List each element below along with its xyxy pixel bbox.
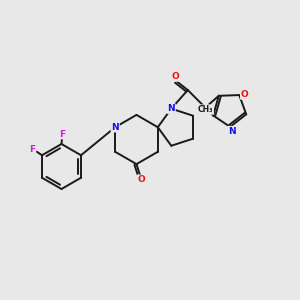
- Text: O: O: [241, 90, 248, 99]
- Text: N: N: [228, 127, 236, 136]
- Text: CH₃: CH₃: [198, 105, 213, 114]
- Text: F: F: [59, 130, 65, 139]
- Text: N: N: [111, 123, 119, 132]
- Text: O: O: [137, 175, 145, 184]
- Text: O: O: [171, 72, 179, 81]
- Text: F: F: [29, 145, 35, 154]
- Text: N: N: [167, 104, 175, 113]
